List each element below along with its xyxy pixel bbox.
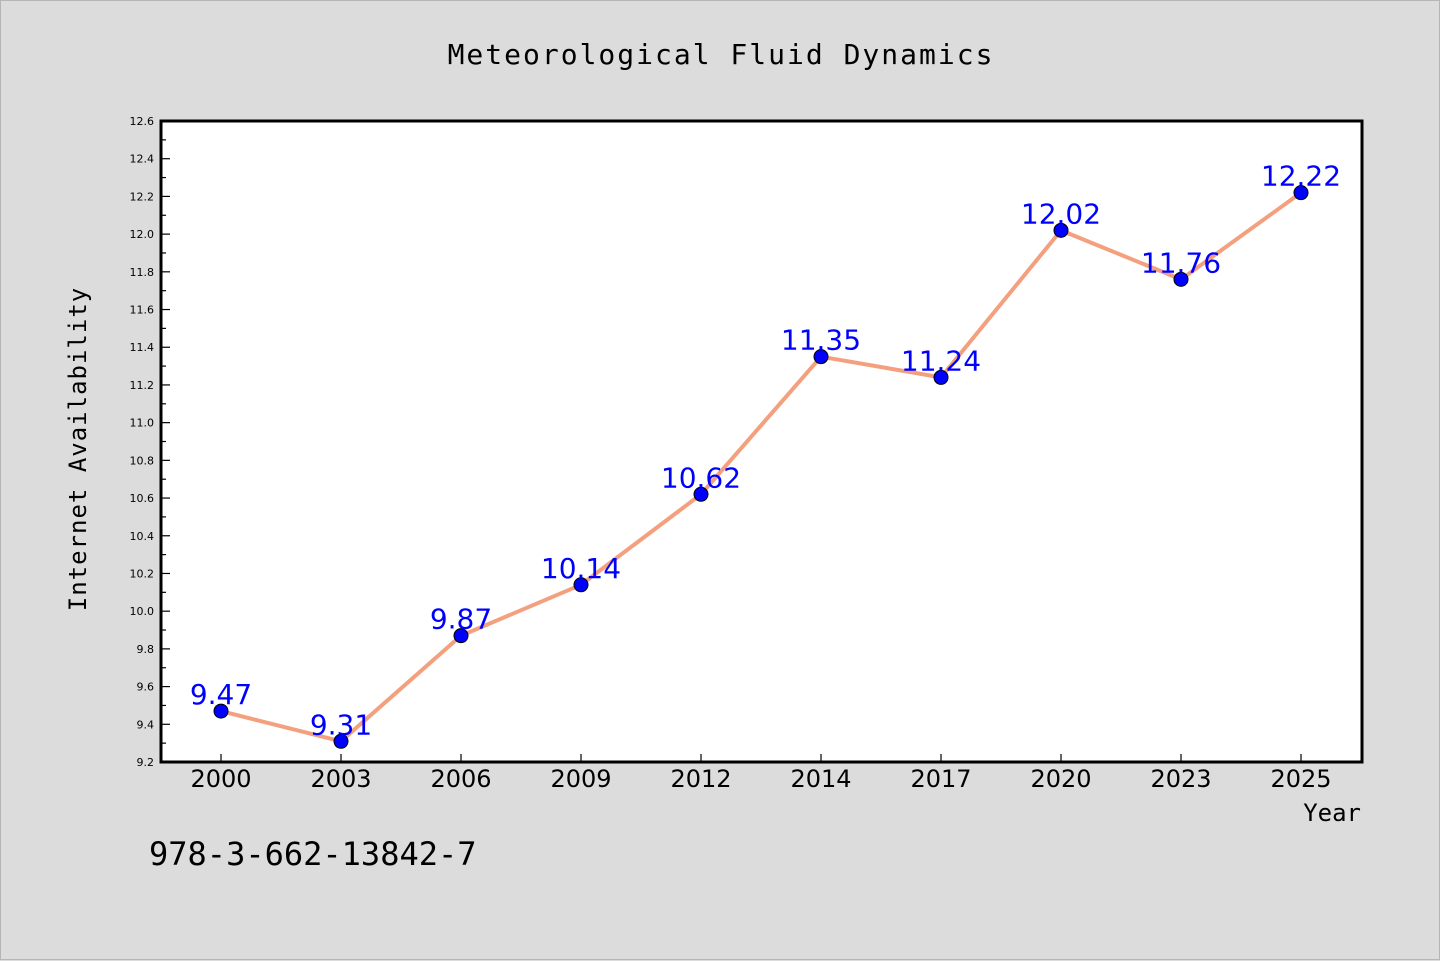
x-axis-label: Year	[1303, 799, 1361, 827]
x-tick-label: 2025	[1270, 765, 1331, 793]
data-label: 9.47	[190, 678, 252, 711]
x-tick-label: 2017	[910, 765, 971, 793]
y-tick-label: 9.6	[137, 681, 155, 694]
y-tick-label: 10.4	[130, 530, 155, 543]
series-line	[220, 191, 1303, 744]
plot-area	[159, 119, 1364, 764]
y-tick-label: 12.4	[130, 153, 155, 166]
data-label: 12.02	[1021, 197, 1101, 230]
x-tick-label: 2009	[550, 765, 611, 793]
data-point	[1173, 271, 1189, 287]
data-point	[1053, 222, 1069, 238]
data-label: 9.87	[430, 603, 492, 636]
x-tick-label: 2012	[670, 765, 731, 793]
y-tick-label: 10.2	[130, 567, 155, 580]
data-point	[213, 703, 229, 719]
data-point	[1293, 185, 1309, 201]
y-tick-label: 11.4	[130, 341, 155, 354]
data-point	[693, 486, 709, 502]
x-tick-label: 2003	[310, 765, 371, 793]
y-tick-label: 12.0	[130, 228, 155, 241]
x-tick-label: 2023	[1150, 765, 1211, 793]
data-point	[453, 628, 469, 644]
x-tick-label: 2006	[430, 765, 491, 793]
data-points	[213, 185, 1309, 749]
data-label: 11.35	[781, 324, 861, 357]
y-axis-ticks: 9.2 9.4 9.6 9.8 10.0 10.2 10.4 10.6 10.8 11.0 11.2…	[130, 115, 170, 769]
y-tick-label: 11.6	[130, 304, 155, 317]
y-tick-label: 9.8	[137, 643, 155, 656]
y-tick-label: 12.6	[130, 115, 155, 128]
data-label: 10.62	[661, 461, 741, 494]
data-point	[333, 733, 349, 749]
y-tick-label: 10.8	[130, 454, 155, 467]
x-tick-label: 2020	[1030, 765, 1091, 793]
x-tick-label: 2000	[190, 765, 251, 793]
data-label: 11.24	[901, 344, 981, 377]
y-tick-label: 9.2	[137, 756, 155, 769]
isbn-text: 978-3-662-13842-7	[149, 835, 477, 873]
data-point	[573, 577, 589, 593]
data-label: 12.22	[1261, 160, 1341, 193]
data-label: 10.14	[541, 552, 621, 585]
data-labels: 9.47 9.31 9.87 10.14 10.62 11.35 11.24 12.02 11.…	[190, 160, 1341, 742]
data-label: 11.76	[1141, 246, 1221, 279]
data-point	[933, 369, 949, 385]
y-tick-label: 9.4	[137, 718, 155, 731]
y-tick-label: 11.2	[130, 379, 155, 392]
y-tick-label: 11.8	[130, 266, 155, 279]
y-tick-label: 11.0	[130, 417, 155, 430]
data-point	[813, 349, 829, 365]
data-label: 9.31	[310, 708, 372, 741]
x-axis-ticks: 2000 2003 2006 2009 2012 2014 2017 2020 2023 2025	[190, 754, 1332, 793]
chart-title: Meteorological Fluid Dynamics	[448, 38, 995, 71]
y-tick-label: 12.2	[130, 190, 155, 203]
y-tick-label: 10.0	[130, 605, 155, 618]
y-tick-label: 10.6	[130, 492, 155, 505]
x-tick-label: 2014	[790, 765, 851, 793]
y-axis-label: Internet Availability	[64, 287, 92, 611]
